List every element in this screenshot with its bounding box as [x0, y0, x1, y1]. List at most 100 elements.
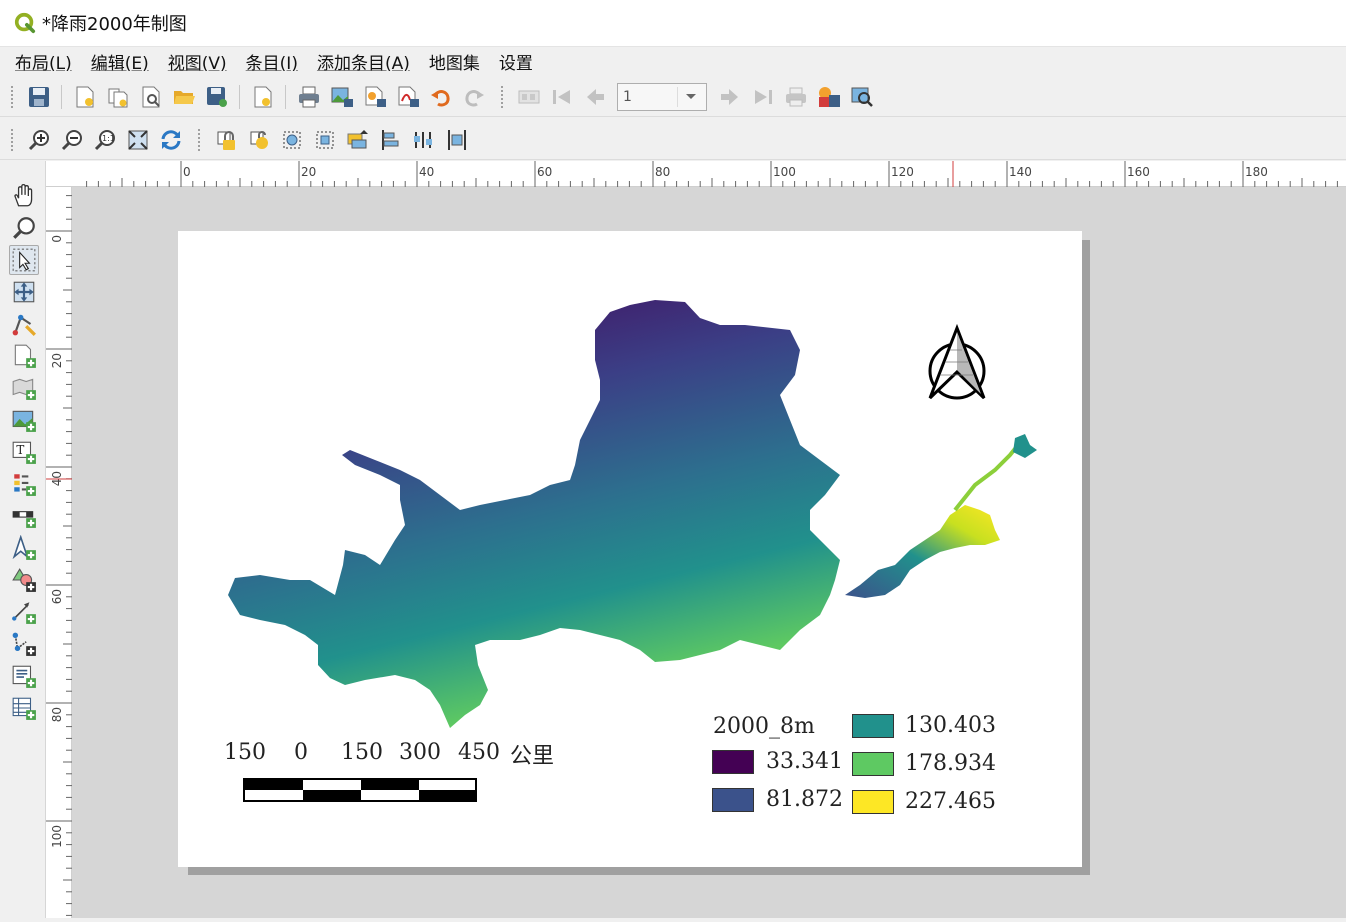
- duplicate-layout-button[interactable]: [105, 84, 131, 110]
- add-attribute-table-tool[interactable]: [9, 693, 39, 723]
- toolbar-grip[interactable]: [197, 127, 201, 152]
- scalebar-label: 150: [224, 740, 266, 765]
- rainfall-raster-basin: [228, 300, 840, 728]
- add-north-arrow-icon: [12, 535, 36, 560]
- zoom-out-icon: [61, 129, 82, 150]
- edit-nodes-tool[interactable]: [9, 309, 39, 339]
- page-properties-icon: [254, 86, 271, 107]
- legend-title: 2000_8m: [713, 714, 815, 739]
- export-image-button[interactable]: [329, 84, 355, 110]
- resize-items-button[interactable]: [444, 127, 470, 153]
- unlock-items-button[interactable]: [246, 127, 272, 153]
- print-button[interactable]: [296, 84, 322, 110]
- legend-label-1: 33.341: [766, 749, 843, 774]
- scalebar[interactable]: [243, 778, 477, 802]
- layout-manager-icon: [142, 86, 160, 107]
- first-feature-icon: [552, 89, 570, 104]
- export-atlas-button[interactable]: [816, 84, 842, 110]
- select-move-tool[interactable]: [9, 245, 39, 275]
- zoom-actual-button[interactable]: 1:1: [92, 127, 118, 153]
- menu-atlas[interactable]: 地图集: [428, 54, 480, 74]
- align-items-button[interactable]: [378, 127, 404, 153]
- legend-label-2: 81.872: [766, 787, 843, 812]
- zoom-tool[interactable]: [9, 213, 39, 243]
- add-arrow-tool[interactable]: [9, 597, 39, 627]
- zoom-in-button[interactable]: [26, 127, 52, 153]
- add-label-tool[interactable]: T: [9, 437, 39, 467]
- scalebar-segment: [361, 780, 419, 790]
- redo-icon: [464, 89, 484, 106]
- preview-atlas-button[interactable]: [849, 84, 875, 110]
- menu-add-item[interactable]: 添加条目(A): [316, 54, 410, 74]
- menu-settings[interactable]: 设置: [498, 54, 533, 74]
- add-pages-tool[interactable]: [9, 341, 39, 371]
- menu-view[interactable]: 视图(V): [167, 54, 227, 74]
- move-content-tool[interactable]: [9, 277, 39, 307]
- new-layout-icon: [76, 86, 93, 107]
- new-layout-button[interactable]: [72, 84, 98, 110]
- page-properties-button[interactable]: [250, 84, 276, 110]
- save-template-button[interactable]: [204, 84, 230, 110]
- add-shape-tool[interactable]: [9, 565, 39, 595]
- refresh-button[interactable]: [158, 127, 184, 153]
- add-legend-tool[interactable]: [9, 469, 39, 499]
- export-svg-button[interactable]: [362, 84, 388, 110]
- toolbar-grip[interactable]: [10, 127, 14, 152]
- menu-layout[interactable]: 布局(L): [15, 54, 72, 74]
- export-pdf-icon: [398, 86, 419, 107]
- scalebar-unit: 公里: [510, 744, 555, 769]
- first-feature-button: [549, 84, 575, 110]
- export-pdf-button[interactable]: [395, 84, 421, 110]
- export-svg-icon: [365, 86, 386, 107]
- north-arrow[interactable]: [928, 323, 986, 400]
- zoom-out-button[interactable]: [59, 127, 85, 153]
- vertical-ruler[interactable]: 0 20 40 60 80 100: [46, 187, 72, 918]
- move-content-icon: [13, 281, 35, 303]
- undo-button[interactable]: [428, 84, 454, 110]
- print-atlas-button: [783, 84, 809, 110]
- add-scalebar-icon: [12, 511, 36, 528]
- add-picture-tool[interactable]: [9, 405, 39, 435]
- rainfall-raster-mouth: [1013, 434, 1037, 458]
- toolbar-grip[interactable]: [10, 84, 14, 109]
- ungroup-items-button[interactable]: [312, 127, 338, 153]
- group-items-button[interactable]: [279, 127, 305, 153]
- ruler-label: 20: [50, 353, 64, 368]
- zoom-full-button[interactable]: [125, 127, 151, 153]
- add-node-item-tool[interactable]: [9, 629, 39, 659]
- toolbar-grip[interactable]: [500, 84, 504, 109]
- menu-edit[interactable]: 编辑(E): [90, 54, 149, 74]
- ruler-label: 40: [419, 165, 434, 179]
- add-north-arrow-tool[interactable]: [9, 533, 39, 563]
- add-map-tool[interactable]: [9, 373, 39, 403]
- save-template-icon: [206, 86, 227, 107]
- add-table-icon: [12, 697, 36, 720]
- pan-tool[interactable]: [9, 181, 39, 211]
- legend-swatch-5: [852, 790, 894, 814]
- layout-manager-button[interactable]: [138, 84, 164, 110]
- save-button[interactable]: [26, 84, 52, 110]
- menu-items[interactable]: 条目(I): [245, 54, 298, 74]
- ruler-label: 0: [50, 235, 64, 243]
- horizontal-ruler[interactable]: 0 20 40 60 80 100 120 140 160 180: [46, 161, 1346, 187]
- rainfall-raster-delta: [845, 505, 1000, 598]
- ruler-label: 100: [773, 165, 796, 179]
- zoom-in-icon: [28, 129, 49, 150]
- add-node-item-icon: [12, 632, 36, 656]
- zoom-full-icon: [127, 129, 148, 150]
- lock-items-button[interactable]: [213, 127, 239, 153]
- refresh-icon: [161, 129, 180, 150]
- export-image-icon: [331, 87, 353, 107]
- add-html-tool[interactable]: [9, 661, 39, 691]
- arrow-right-icon: [720, 88, 738, 105]
- raise-items-button[interactable]: [345, 127, 371, 153]
- atlas-page-select[interactable]: 1: [617, 82, 707, 111]
- next-feature-button: [717, 84, 743, 110]
- printer-icon: [298, 86, 319, 107]
- chevron-down-icon[interactable]: [677, 86, 703, 107]
- atlas-settings-icon: [518, 90, 539, 103]
- open-template-button[interactable]: [171, 84, 197, 110]
- add-scalebar-tool[interactable]: [9, 501, 39, 531]
- distribute-items-button[interactable]: [411, 127, 437, 153]
